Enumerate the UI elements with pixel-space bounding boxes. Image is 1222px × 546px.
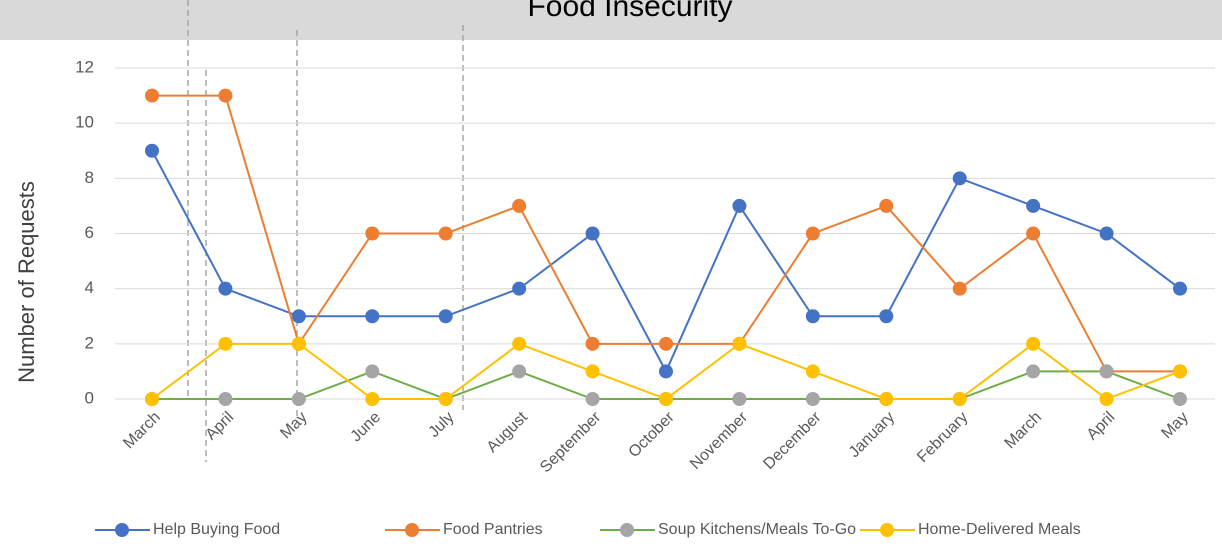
x-tick-label: February (914, 409, 971, 466)
data-point (1099, 392, 1114, 406)
data-point (1026, 226, 1041, 241)
legend-label: Food Pantries (443, 521, 543, 538)
data-point (1026, 198, 1041, 213)
chart-title: Food Insecurity (527, 0, 732, 23)
legend-marker (405, 523, 419, 537)
x-tick-label: May (277, 409, 310, 442)
data-point (952, 171, 967, 186)
data-point (1026, 364, 1041, 379)
data-point (291, 392, 306, 406)
data-point (438, 392, 453, 406)
data-point (438, 309, 453, 324)
y-tick-label: 10 (75, 113, 94, 132)
y-tick-label: 0 (85, 388, 94, 407)
data-point (365, 392, 380, 406)
data-point (512, 281, 527, 296)
data-point (218, 392, 233, 406)
legend-marker (115, 523, 129, 537)
x-tick-label: June (348, 409, 385, 446)
data-point (952, 281, 967, 296)
data-point (218, 88, 233, 103)
x-tick-label: April (203, 409, 238, 444)
y-tick-label: 4 (85, 278, 94, 297)
data-point (1173, 364, 1187, 379)
data-point (585, 336, 600, 351)
data-point (732, 392, 747, 406)
data-point (365, 364, 380, 379)
x-tick-label: May (1158, 409, 1191, 442)
data-point (218, 281, 233, 296)
annotation-lines (187, 0, 464, 462)
data-point (732, 336, 747, 351)
x-tick-label: July (425, 409, 457, 441)
x-tick-label: November (687, 408, 752, 473)
data-point (145, 392, 159, 406)
data-point (952, 392, 967, 406)
x-tick-label: October (626, 408, 679, 461)
data-point (805, 364, 820, 379)
data-point (732, 198, 747, 213)
data-point (1099, 364, 1114, 379)
data-point (585, 364, 600, 379)
x-tick-label: September (537, 408, 605, 476)
data-point (365, 226, 380, 241)
data-point (365, 309, 380, 324)
data-point (805, 226, 820, 241)
x-tick-label: March (120, 409, 163, 452)
data-point (1173, 281, 1187, 296)
data-point (879, 392, 894, 406)
data-point (879, 198, 894, 213)
data-point (291, 336, 306, 351)
x-tick-label: April (1084, 409, 1119, 444)
x-tick-label: March (1002, 409, 1045, 452)
y-axis-label: Number of Requests (14, 181, 39, 383)
title-band (0, 0, 1222, 40)
legend-marker (620, 523, 634, 537)
data-point (512, 336, 527, 351)
data-point (805, 309, 820, 324)
data-point (659, 392, 673, 406)
legend-label: Home-Delivered Meals (918, 521, 1081, 538)
x-tick-label: January (846, 409, 898, 461)
legend-label: Soup Kitchens/Meals To-Go (658, 521, 856, 538)
data-point (1099, 226, 1114, 241)
data-point (145, 143, 159, 158)
x-tick-label: December (760, 408, 825, 473)
y-tick-label: 2 (85, 333, 94, 352)
y-tick-label: 6 (85, 223, 94, 242)
data-point (585, 226, 600, 241)
data-point (659, 364, 673, 379)
y-tick-label: 12 (75, 57, 94, 76)
legend-label: Help Buying Food (153, 521, 280, 538)
data-point (512, 198, 527, 213)
data-point (879, 309, 894, 324)
data-point (512, 364, 527, 379)
data-point (438, 226, 453, 241)
data-point (805, 392, 820, 406)
data-point (145, 88, 159, 103)
y-tick-label: 8 (85, 168, 94, 187)
data-point (1173, 392, 1187, 406)
x-tick-label: August (484, 408, 532, 456)
data-point (291, 309, 306, 324)
data-point (1026, 336, 1041, 351)
data-point (585, 392, 600, 406)
data-point (659, 336, 673, 351)
legend-marker (880, 523, 894, 537)
data-point (218, 336, 233, 351)
